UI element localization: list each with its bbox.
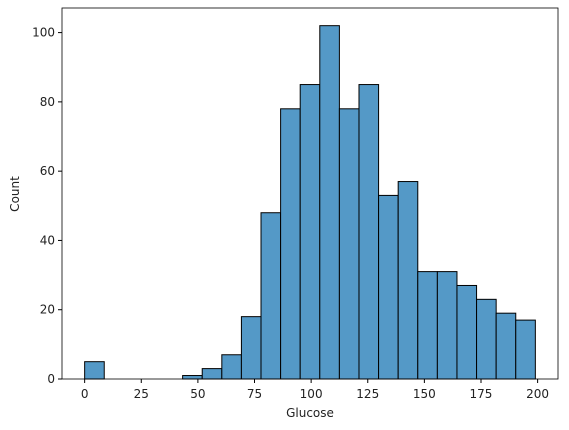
x-tick-label: 150 [413,387,436,401]
x-tick-label: 200 [526,387,549,401]
y-axis-label: Count [8,176,22,212]
y-tick-label: 100 [32,26,55,40]
bar [476,298,497,380]
bar [84,361,105,380]
bar [319,25,340,380]
bar [397,181,419,380]
bar [515,319,536,380]
x-tick-label: 175 [470,387,493,401]
x-tick-label: 125 [356,387,379,401]
bar [240,316,262,380]
bar [338,108,360,380]
bar [495,312,517,380]
y-tick-label: 40 [40,233,55,247]
bar [201,368,223,380]
bar [436,271,458,380]
x-axis-label: Glucose [286,406,334,420]
plot-frame [61,7,559,380]
bar [260,212,282,380]
y-tick-label: 60 [40,164,55,178]
x-tick-label: 50 [190,387,205,401]
bar [358,84,380,380]
y-tick-label: 80 [40,95,55,109]
y-tick-label: 20 [40,303,55,317]
y-tick-label: 0 [47,372,55,386]
bar [221,354,242,380]
x-tick-label: 25 [134,387,149,401]
bar [456,284,478,380]
x-tick-label: 0 [81,387,89,401]
x-tick-label: 100 [300,387,323,401]
bar [378,194,399,380]
bar [182,375,203,380]
bar [299,84,321,380]
bar [280,108,301,380]
x-tick-label: 75 [247,387,262,401]
bar [417,271,438,380]
